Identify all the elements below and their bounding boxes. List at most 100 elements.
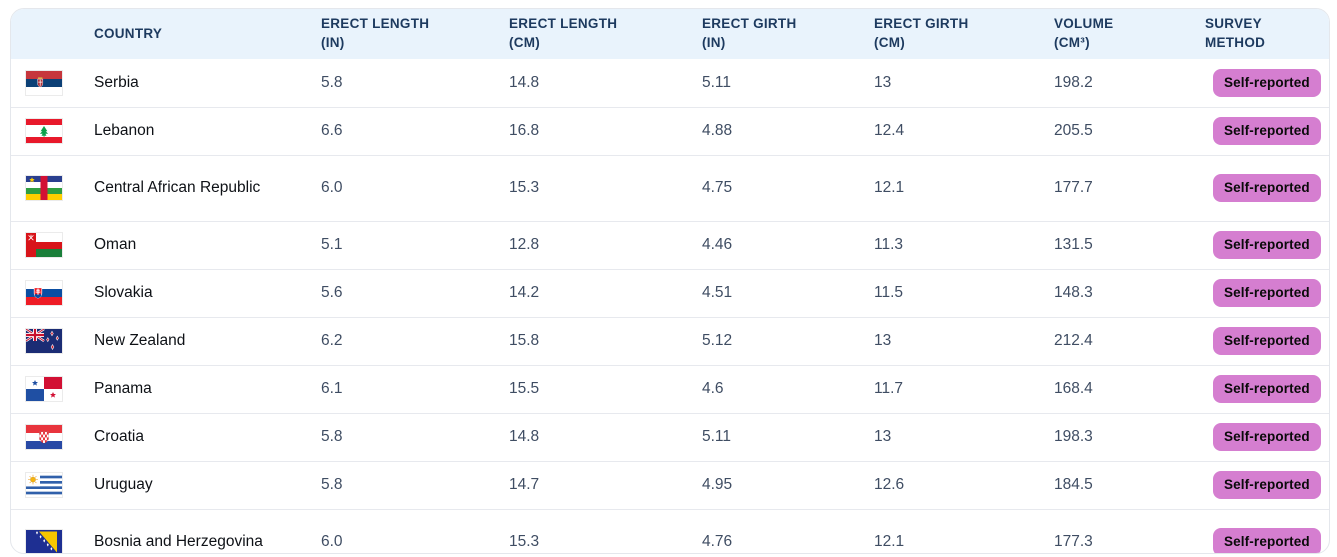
- table-row: Panama 6.1 15.5 4.6 11.7 168.4 Self-repo…: [11, 365, 1329, 413]
- survey-method-badge: Self-reported: [1213, 117, 1321, 145]
- survey-method-badge: Self-reported: [1213, 375, 1321, 403]
- cell-erect-length-in: 5.8: [321, 428, 343, 445]
- cell-erect-length-cm: 14.2: [509, 284, 540, 301]
- panama-flag-icon: [26, 377, 62, 401]
- cell-erect-length-in: 6.0: [321, 179, 343, 196]
- header-row: COUNTRY ERECT LENGTH (IN) ERECT LENGTH (CM…: [11, 9, 1329, 59]
- new-zealand-flag-icon: [26, 329, 62, 353]
- cell-erect-length-in: 5.8: [321, 73, 343, 91]
- uruguay-flag-icon: [26, 473, 62, 497]
- table-row: Uruguay 5.8 14.7 4.95 12.6 184.5 Self-re…: [11, 461, 1329, 509]
- serbia-flag-icon: [26, 70, 62, 95]
- column-header-volume[interactable]: VOLUME (CM³): [1054, 16, 1114, 50]
- cell-erect-girth-in: 4.95: [702, 476, 733, 493]
- cell-erect-girth-in: 4.51: [702, 284, 733, 301]
- country-name: Uruguay: [94, 475, 153, 493]
- cell-volume: 184.5: [1054, 476, 1093, 493]
- cell-erect-girth-in: 4.88: [702, 122, 733, 139]
- cell-erect-length-in: 6.0: [321, 533, 343, 550]
- cell-volume: 198.2: [1054, 73, 1093, 91]
- cell-volume: 148.3: [1054, 284, 1093, 301]
- country-name: Central African Republic: [94, 178, 261, 196]
- cell-erect-length-cm: 14.8: [509, 428, 540, 445]
- cell-erect-length-cm: 14.7: [509, 476, 540, 493]
- croatia-flag-icon: [26, 425, 62, 449]
- country-name: New Zealand: [94, 331, 186, 349]
- country-stats-table-card: COUNTRY ERECT LENGTH (IN) ERECT LENGTH (CM…: [10, 8, 1330, 554]
- bosnia-and-herzegovina-flag-icon: [26, 530, 62, 553]
- table-row: Croatia 5.8 14.8 5.11 13 198.3 Self-repo…: [11, 413, 1329, 461]
- cell-erect-length-in: 5.6: [321, 284, 343, 301]
- country-name: Bosnia and Herzegovina: [94, 532, 263, 550]
- country-name: Serbia: [94, 73, 139, 91]
- cell-erect-length-cm: 14.8: [509, 73, 540, 91]
- cell-erect-length-in: 6.2: [321, 332, 343, 349]
- central-african-republic-flag-icon: [26, 176, 62, 200]
- country-name: Oman: [94, 235, 137, 253]
- column-header-erect-length-cm[interactable]: ERECT LENGTH (CM): [509, 16, 618, 50]
- survey-method-badge: Self-reported: [1213, 423, 1321, 451]
- cell-volume: 205.5: [1054, 122, 1093, 139]
- cell-erect-length-cm: 16.8: [509, 122, 540, 139]
- cell-erect-length-in: 6.6: [321, 122, 343, 139]
- oman-flag-icon: [26, 233, 62, 257]
- table-row: Slovakia 5.6 14.2 4.51 11.5 148.3 Self-r…: [11, 269, 1329, 317]
- column-header-survey-method[interactable]: SURVEY METHOD: [1205, 16, 1266, 50]
- table-row: Central African Republic 6.0 15.3 4.75 1…: [11, 155, 1329, 221]
- cell-erect-length-cm: 12.8: [509, 236, 540, 253]
- cell-erect-length-cm: 15.8: [509, 332, 540, 349]
- table-header: COUNTRY ERECT LENGTH (IN) ERECT LENGTH (CM…: [11, 9, 1329, 59]
- table-row: Serbia 5.8 14.8 5.11 13 198.2 Self-repor…: [11, 59, 1329, 107]
- country-name: Croatia: [94, 427, 144, 445]
- cell-erect-girth-in: 4.76: [702, 533, 733, 550]
- cell-erect-girth-in: 4.75: [702, 179, 733, 196]
- cell-erect-length-cm: 15.5: [509, 380, 540, 397]
- column-header-erect-girth-in[interactable]: ERECT GIRTH (IN): [702, 16, 797, 50]
- column-header-flag: [11, 9, 84, 59]
- cell-erect-girth-cm: 11.3: [874, 236, 904, 253]
- survey-method-badge: Self-reported: [1213, 327, 1321, 355]
- survey-method-badge: Self-reported: [1213, 279, 1321, 307]
- cell-volume: 212.4: [1054, 332, 1093, 349]
- cell-erect-girth-cm: 12.1: [874, 179, 905, 196]
- cell-erect-girth-in: 4.6: [702, 380, 724, 397]
- survey-method-badge: Self-reported: [1213, 174, 1321, 202]
- cell-erect-girth-in: 5.11: [702, 428, 732, 445]
- column-header-country[interactable]: COUNTRY: [94, 25, 163, 41]
- survey-method-badge: Self-reported: [1213, 528, 1321, 553]
- country-name: Panama: [94, 379, 152, 397]
- cell-volume: 177.7: [1054, 179, 1093, 196]
- survey-method-badge: Self-reported: [1213, 471, 1321, 499]
- cell-erect-length-cm: 15.3: [509, 533, 540, 550]
- cell-erect-length-cm: 15.3: [509, 179, 540, 196]
- country-name: Slovakia: [94, 283, 153, 301]
- cell-erect-length-in: 5.8: [321, 476, 343, 493]
- cell-erect-girth-cm: 12.6: [874, 476, 905, 493]
- cell-erect-girth-in: 5.11: [702, 73, 732, 91]
- survey-method-badge: Self-reported: [1213, 69, 1321, 97]
- cell-erect-girth-cm: 13: [874, 332, 892, 349]
- column-header-erect-girth-cm[interactable]: ERECT GIRTH (CM): [874, 16, 969, 50]
- cell-erect-girth-cm: 12.4: [874, 122, 905, 139]
- column-header-erect-length-in[interactable]: ERECT LENGTH (IN): [321, 16, 430, 50]
- cell-volume: 198.3: [1054, 428, 1093, 445]
- table-row: Bosnia and Herzegovina 6.0 15.3 4.76 12.…: [11, 509, 1329, 553]
- cell-erect-length-in: 6.1: [321, 380, 343, 397]
- cell-erect-length-in: 5.1: [321, 236, 343, 253]
- cell-volume: 168.4: [1054, 380, 1093, 397]
- lebanon-flag-icon: [26, 119, 62, 143]
- table-row: Oman 5.1 12.8 4.46 11.3 131.5 Self-repor…: [11, 221, 1329, 269]
- survey-method-badge: Self-reported: [1213, 231, 1321, 259]
- table-row: Lebanon 6.6 16.8 4.88 12.4 205.5 Self-re…: [11, 107, 1329, 155]
- slovakia-flag-icon: [26, 281, 62, 305]
- cell-erect-girth-cm: 11.7: [874, 380, 904, 397]
- cell-erect-girth-cm: 13: [874, 428, 892, 445]
- country-name: Lebanon: [94, 121, 155, 139]
- country-stats-table: COUNTRY ERECT LENGTH (IN) ERECT LENGTH (CM…: [11, 9, 1329, 553]
- cell-erect-girth-in: 4.46: [702, 236, 733, 253]
- table-row: New Zealand 6.2 15.8 5.12 13 212.4 Self-…: [11, 317, 1329, 365]
- cell-erect-girth-cm: 13: [874, 73, 892, 91]
- cell-volume: 131.5: [1054, 236, 1093, 253]
- cell-erect-girth-cm: 11.5: [874, 284, 904, 301]
- cell-erect-girth-cm: 12.1: [874, 533, 905, 550]
